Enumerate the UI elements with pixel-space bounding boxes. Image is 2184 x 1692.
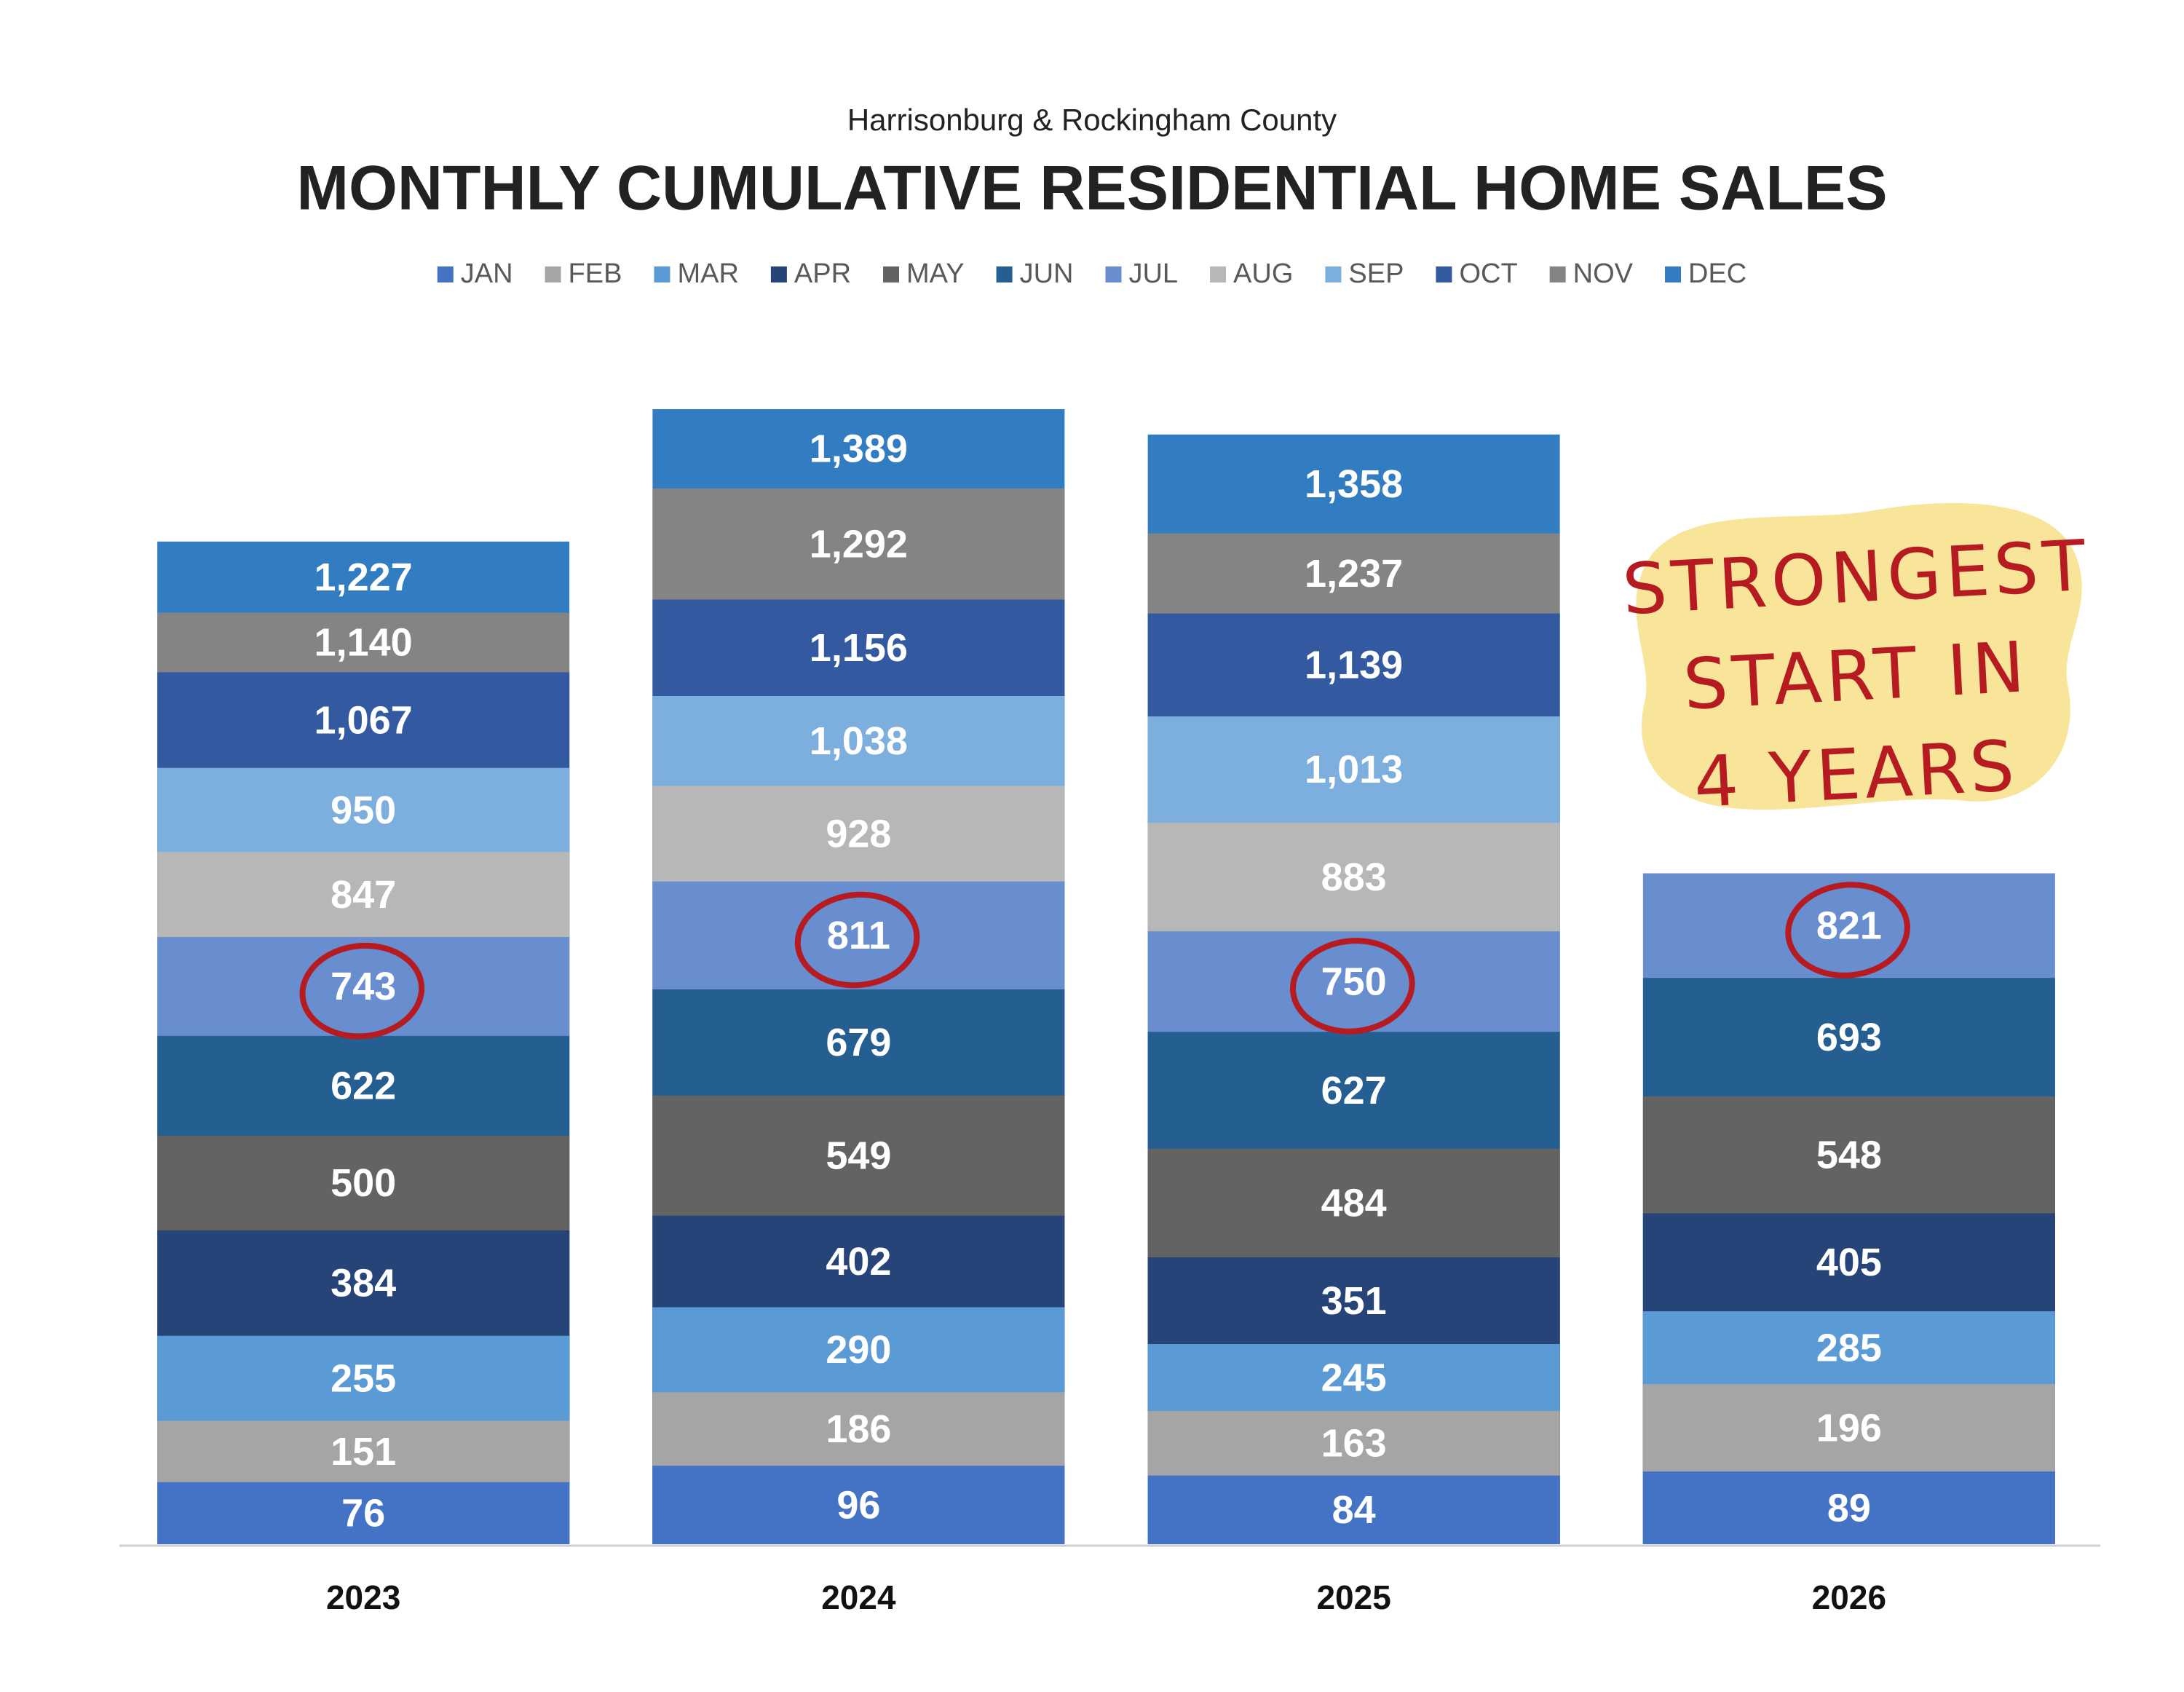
data-label: 821 <box>1816 904 1882 948</box>
data-label: 1,067 <box>314 698 413 742</box>
legend-label: NOV <box>1573 258 1634 289</box>
legend-swatch <box>1436 266 1452 282</box>
data-label: 255 <box>331 1356 396 1400</box>
legend-swatch <box>1549 266 1566 282</box>
data-label: 186 <box>826 1407 891 1451</box>
data-label: 76 <box>341 1492 385 1535</box>
data-label: 500 <box>331 1161 396 1205</box>
bar-segment <box>1642 1471 2055 1544</box>
legend-label: SEP <box>1348 258 1404 289</box>
data-label: 290 <box>826 1328 891 1372</box>
data-label: 627 <box>1321 1069 1387 1112</box>
data-label: 384 <box>331 1262 396 1305</box>
data-label: 950 <box>331 788 396 832</box>
x-tick-label: 2026 <box>1812 1578 1886 1616</box>
data-label: 285 <box>1816 1326 1882 1369</box>
data-label: 1,358 <box>1305 462 1403 506</box>
legend-label: OCT <box>1459 258 1517 289</box>
legend-label: MAY <box>906 258 965 289</box>
data-label: 402 <box>826 1240 891 1284</box>
data-label: 351 <box>1321 1279 1387 1323</box>
chart-title: MONTHLY CUMULATIVE RESIDENTIAL HOME SALE… <box>296 154 1887 224</box>
data-label: 1,156 <box>810 626 908 670</box>
data-label: 1,140 <box>314 621 413 665</box>
data-label: 151 <box>331 1430 396 1474</box>
data-label: 750 <box>1321 960 1387 1004</box>
data-label: 196 <box>1816 1406 1882 1450</box>
legend-label: DEC <box>1688 258 1746 289</box>
data-label: 847 <box>331 873 396 917</box>
legend-swatch <box>883 266 900 282</box>
x-tick-label: 2023 <box>326 1578 400 1616</box>
legend-swatch <box>1325 266 1342 282</box>
data-label: 549 <box>826 1134 891 1178</box>
bar-segment <box>157 1482 570 1544</box>
bar-segment <box>1147 1475 1560 1544</box>
data-label: 1,013 <box>1305 748 1403 791</box>
data-label: 548 <box>1816 1133 1882 1177</box>
data-label: 89 <box>1827 1486 1871 1530</box>
legend-swatch <box>545 266 561 282</box>
legend-swatch <box>1105 266 1122 282</box>
chart-subtitle: Harrisonburg & Rockingham County <box>847 103 1337 137</box>
data-label: 1,237 <box>1305 552 1403 596</box>
data-label: 622 <box>331 1064 396 1108</box>
legend-label: JAN <box>461 258 513 289</box>
data-label: 811 <box>827 914 890 957</box>
legend-swatch <box>770 266 787 282</box>
data-label: 1,038 <box>810 719 908 763</box>
annotation-highlight <box>1636 502 2082 810</box>
legend-label: MAR <box>677 258 738 289</box>
data-label: 679 <box>826 1021 891 1064</box>
data-label: 84 <box>1332 1488 1376 1532</box>
legend-swatch <box>437 266 454 282</box>
data-label: 1,389 <box>810 427 908 471</box>
highlight-circle <box>1785 882 1910 979</box>
data-label: 928 <box>826 812 891 855</box>
data-label: 883 <box>1321 855 1387 899</box>
legend-swatch <box>654 266 670 282</box>
annotation: START IN <box>1682 626 2031 726</box>
data-label: 1,227 <box>314 556 413 599</box>
data-label: 693 <box>1816 1016 1882 1059</box>
legend-label: JUN <box>1020 258 1074 289</box>
legend-label: APR <box>794 258 851 289</box>
x-tick-label: 2024 <box>821 1578 896 1616</box>
data-label: 484 <box>1321 1182 1387 1225</box>
data-label: 245 <box>1321 1356 1387 1399</box>
data-label: 405 <box>1816 1241 1882 1284</box>
legend-swatch <box>1665 266 1682 282</box>
bar-segment <box>652 1466 1065 1544</box>
data-label: 1,139 <box>1305 644 1403 687</box>
legend-swatch <box>996 266 1013 282</box>
annotation: 4 YEARS <box>1692 725 2020 823</box>
highlight-circle <box>1290 938 1415 1035</box>
legend-swatch <box>1210 266 1227 282</box>
legend-label: FEB <box>569 258 622 289</box>
x-tick-label: 2025 <box>1316 1578 1390 1616</box>
data-label: 96 <box>836 1483 880 1527</box>
data-label: 743 <box>331 965 396 1008</box>
legend-label: AUG <box>1233 258 1293 289</box>
legend-label: JUL <box>1128 258 1178 289</box>
highlight-circle <box>794 891 920 989</box>
data-label: 1,292 <box>810 522 908 566</box>
data-label: 163 <box>1321 1422 1387 1466</box>
highlight-circle <box>299 942 425 1040</box>
